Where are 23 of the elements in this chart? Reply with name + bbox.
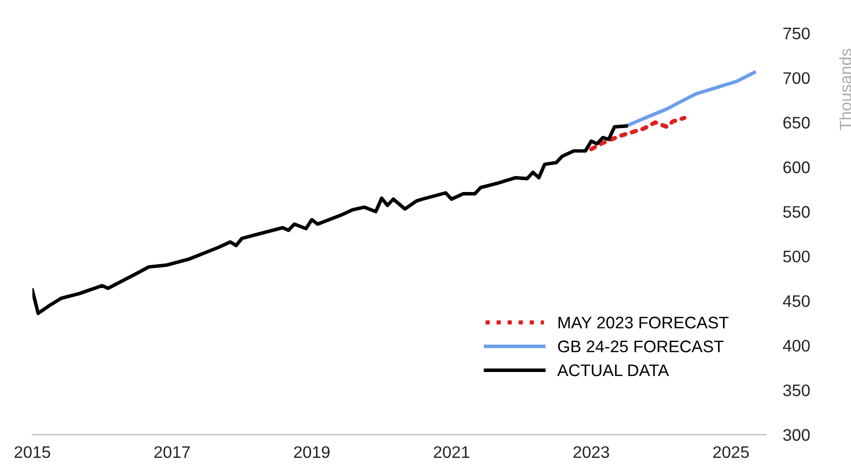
- line-series: [589, 116, 686, 152]
- x-tick-label: 2023: [574, 446, 610, 458]
- y-tick-label: 300: [783, 429, 810, 441]
- y-tick-label: 500: [783, 250, 810, 262]
- y-tick-label: 750: [783, 28, 810, 40]
- y-tick-label: 350: [783, 384, 810, 396]
- legend-label: ACTUAL DATA: [557, 364, 669, 376]
- x-tick-label: 2021: [434, 446, 470, 458]
- y-tick-label: 700: [783, 72, 810, 84]
- y-tick-label: 600: [783, 161, 810, 174]
- legend-label: GB 24-25 FORECAST: [558, 340, 724, 352]
- x-tick-label: 2015: [14, 446, 50, 458]
- line-series: [32, 124, 628, 316]
- x-tick-label: 2017: [154, 446, 190, 458]
- legend-label: MAY 2023 FORECAST: [558, 316, 729, 328]
- y-tick-label: 400: [782, 340, 810, 352]
- x-tick-label: 2019: [294, 446, 330, 458]
- x-tick-label: 2025: [713, 446, 749, 458]
- line-series: [624, 70, 756, 128]
- y-tick-label: 450: [782, 295, 810, 308]
- y-axis-title: Thousands: [839, 48, 851, 130]
- y-tick-label: 550: [783, 206, 810, 218]
- y-tick-label: 650: [783, 116, 810, 129]
